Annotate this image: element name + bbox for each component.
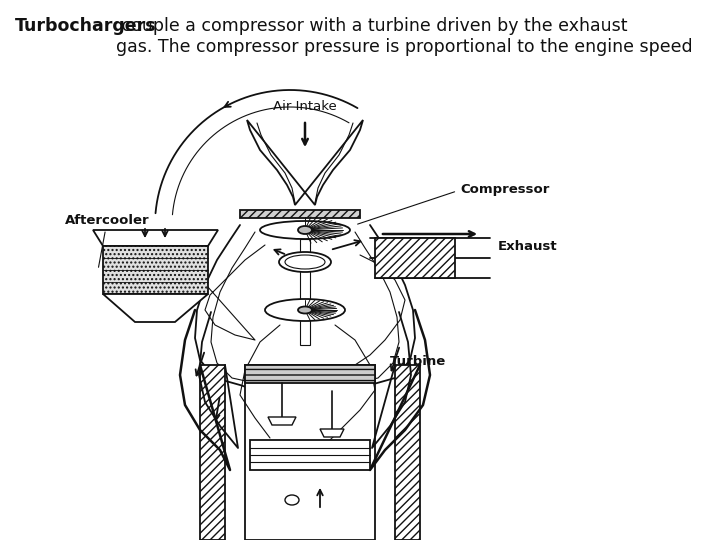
Bar	[103, 246, 208, 294]
Polygon shape	[93, 230, 218, 246]
Ellipse shape	[260, 221, 350, 239]
Polygon shape	[268, 417, 296, 425]
Ellipse shape	[279, 252, 331, 272]
Text: Turbine: Turbine	[390, 355, 446, 368]
Text: Air Intake: Air Intake	[273, 100, 337, 113]
Ellipse shape	[265, 299, 345, 321]
Bar	[245, 365, 375, 383]
Polygon shape	[395, 365, 420, 540]
Polygon shape	[320, 429, 344, 437]
Bar	[300, 239, 310, 345]
Ellipse shape	[298, 226, 312, 234]
Text: Exhaust: Exhaust	[498, 240, 557, 253]
Text: Turbochargers couple a compressor with a turbine driven by the exhaust
gas. The : Turbochargers couple a compressor with a…	[15, 17, 652, 56]
Polygon shape	[200, 365, 225, 540]
Bar	[240, 210, 360, 218]
Bar	[245, 365, 375, 540]
Ellipse shape	[298, 307, 312, 314]
Ellipse shape	[285, 495, 299, 505]
Text: Aftercooler: Aftercooler	[65, 213, 150, 267]
Polygon shape	[250, 440, 370, 470]
Bar	[375, 238, 455, 278]
Text: Compressor: Compressor	[358, 184, 549, 224]
Polygon shape	[247, 120, 363, 205]
Text: couple a compressor with a turbine driven by the exhaust
gas. The compressor pre: couple a compressor with a turbine drive…	[116, 17, 693, 56]
Ellipse shape	[285, 255, 325, 269]
Polygon shape	[103, 294, 208, 322]
Text: Turbochargers: Turbochargers	[15, 17, 157, 35]
